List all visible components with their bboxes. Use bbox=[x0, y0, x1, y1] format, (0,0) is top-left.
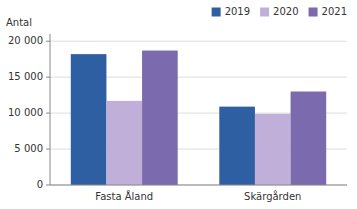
category-label: Fasta Åland bbox=[95, 190, 153, 202]
legend-item: 2019 bbox=[212, 6, 250, 17]
tick-label: 10 000 bbox=[8, 107, 43, 118]
tick-label: 15 000 bbox=[8, 71, 43, 82]
background bbox=[0, 0, 357, 209]
bar bbox=[71, 54, 107, 185]
bar bbox=[291, 92, 327, 185]
bar bbox=[255, 114, 291, 185]
y-axis-label: Antal bbox=[6, 17, 32, 28]
tick-mark bbox=[46, 113, 50, 114]
bar bbox=[219, 107, 255, 185]
tick-mark bbox=[46, 41, 50, 42]
legend-item: 2020 bbox=[260, 6, 298, 17]
chart-container: 0 5 000 10 000 15 000 20 000 Fasta Åland Skärg… bbox=[0, 0, 357, 209]
bar bbox=[106, 101, 142, 185]
legend-label: 2019 bbox=[225, 6, 250, 17]
tick-label: 20 000 bbox=[8, 35, 43, 46]
grid-line bbox=[50, 41, 347, 42]
legend-label: 2021 bbox=[322, 6, 347, 17]
tick-mark bbox=[46, 149, 50, 150]
chart-svg: 0 5 000 10 000 15 000 20 000 Fasta Åland Skärg… bbox=[0, 0, 357, 209]
tick-label: 5 000 bbox=[14, 143, 43, 154]
bars bbox=[71, 51, 326, 185]
tick-mark bbox=[46, 77, 50, 78]
legend-swatch bbox=[309, 8, 318, 17]
bar bbox=[142, 51, 178, 185]
legend-item: 2021 bbox=[309, 6, 347, 17]
tick-mark bbox=[46, 185, 50, 186]
legend-swatch bbox=[212, 8, 221, 17]
grid-line bbox=[50, 185, 347, 186]
legend-label: 2020 bbox=[273, 6, 298, 17]
y-ticks: 0 5 000 10 000 15 000 20 000 bbox=[8, 35, 50, 190]
tick-label: 0 bbox=[37, 179, 43, 190]
legend: 2019 2020 2021 bbox=[212, 6, 347, 17]
legend-swatch bbox=[260, 8, 269, 17]
x-axis-line bbox=[50, 185, 347, 186]
category-label: Skärgården bbox=[244, 190, 301, 202]
grid bbox=[50, 41, 347, 185]
y-axis-line bbox=[50, 34, 51, 185]
